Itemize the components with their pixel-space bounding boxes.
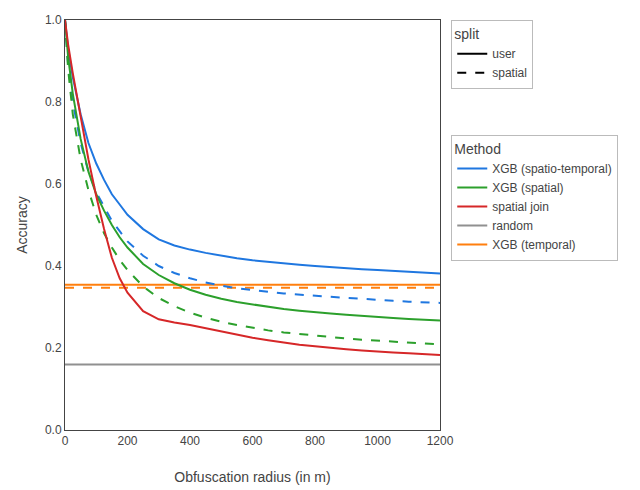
svg-text:Accuracy: Accuracy: [14, 196, 30, 254]
svg-text:1200: 1200: [427, 434, 454, 448]
svg-text:0.4: 0.4: [45, 259, 62, 273]
svg-text:400: 400: [180, 434, 200, 448]
svg-text:XGB (temporal): XGB (temporal): [492, 238, 575, 252]
svg-text:random: random: [492, 219, 533, 233]
svg-text:1000: 1000: [364, 434, 391, 448]
svg-text:0.6: 0.6: [45, 177, 62, 191]
svg-text:0.8: 0.8: [45, 95, 62, 109]
svg-text:Method: Method: [454, 141, 501, 157]
svg-text:Obfuscation radius (in m): Obfuscation radius (in m): [174, 469, 330, 485]
svg-text:0.2: 0.2: [45, 341, 62, 355]
svg-text:XGB (spatial): XGB (spatial): [492, 181, 563, 195]
svg-text:1.0: 1.0: [45, 13, 62, 27]
svg-text:split: split: [454, 26, 479, 42]
svg-text:0.0: 0.0: [45, 423, 62, 437]
svg-text:XGB (spatio-temporal): XGB (spatio-temporal): [492, 162, 611, 176]
svg-text:0: 0: [62, 434, 69, 448]
svg-text:200: 200: [117, 434, 137, 448]
svg-text:600: 600: [242, 434, 262, 448]
svg-text:spatial: spatial: [492, 66, 527, 80]
svg-text:800: 800: [305, 434, 325, 448]
svg-text:spatial join: spatial join: [492, 200, 549, 214]
svg-text:user: user: [492, 47, 515, 61]
